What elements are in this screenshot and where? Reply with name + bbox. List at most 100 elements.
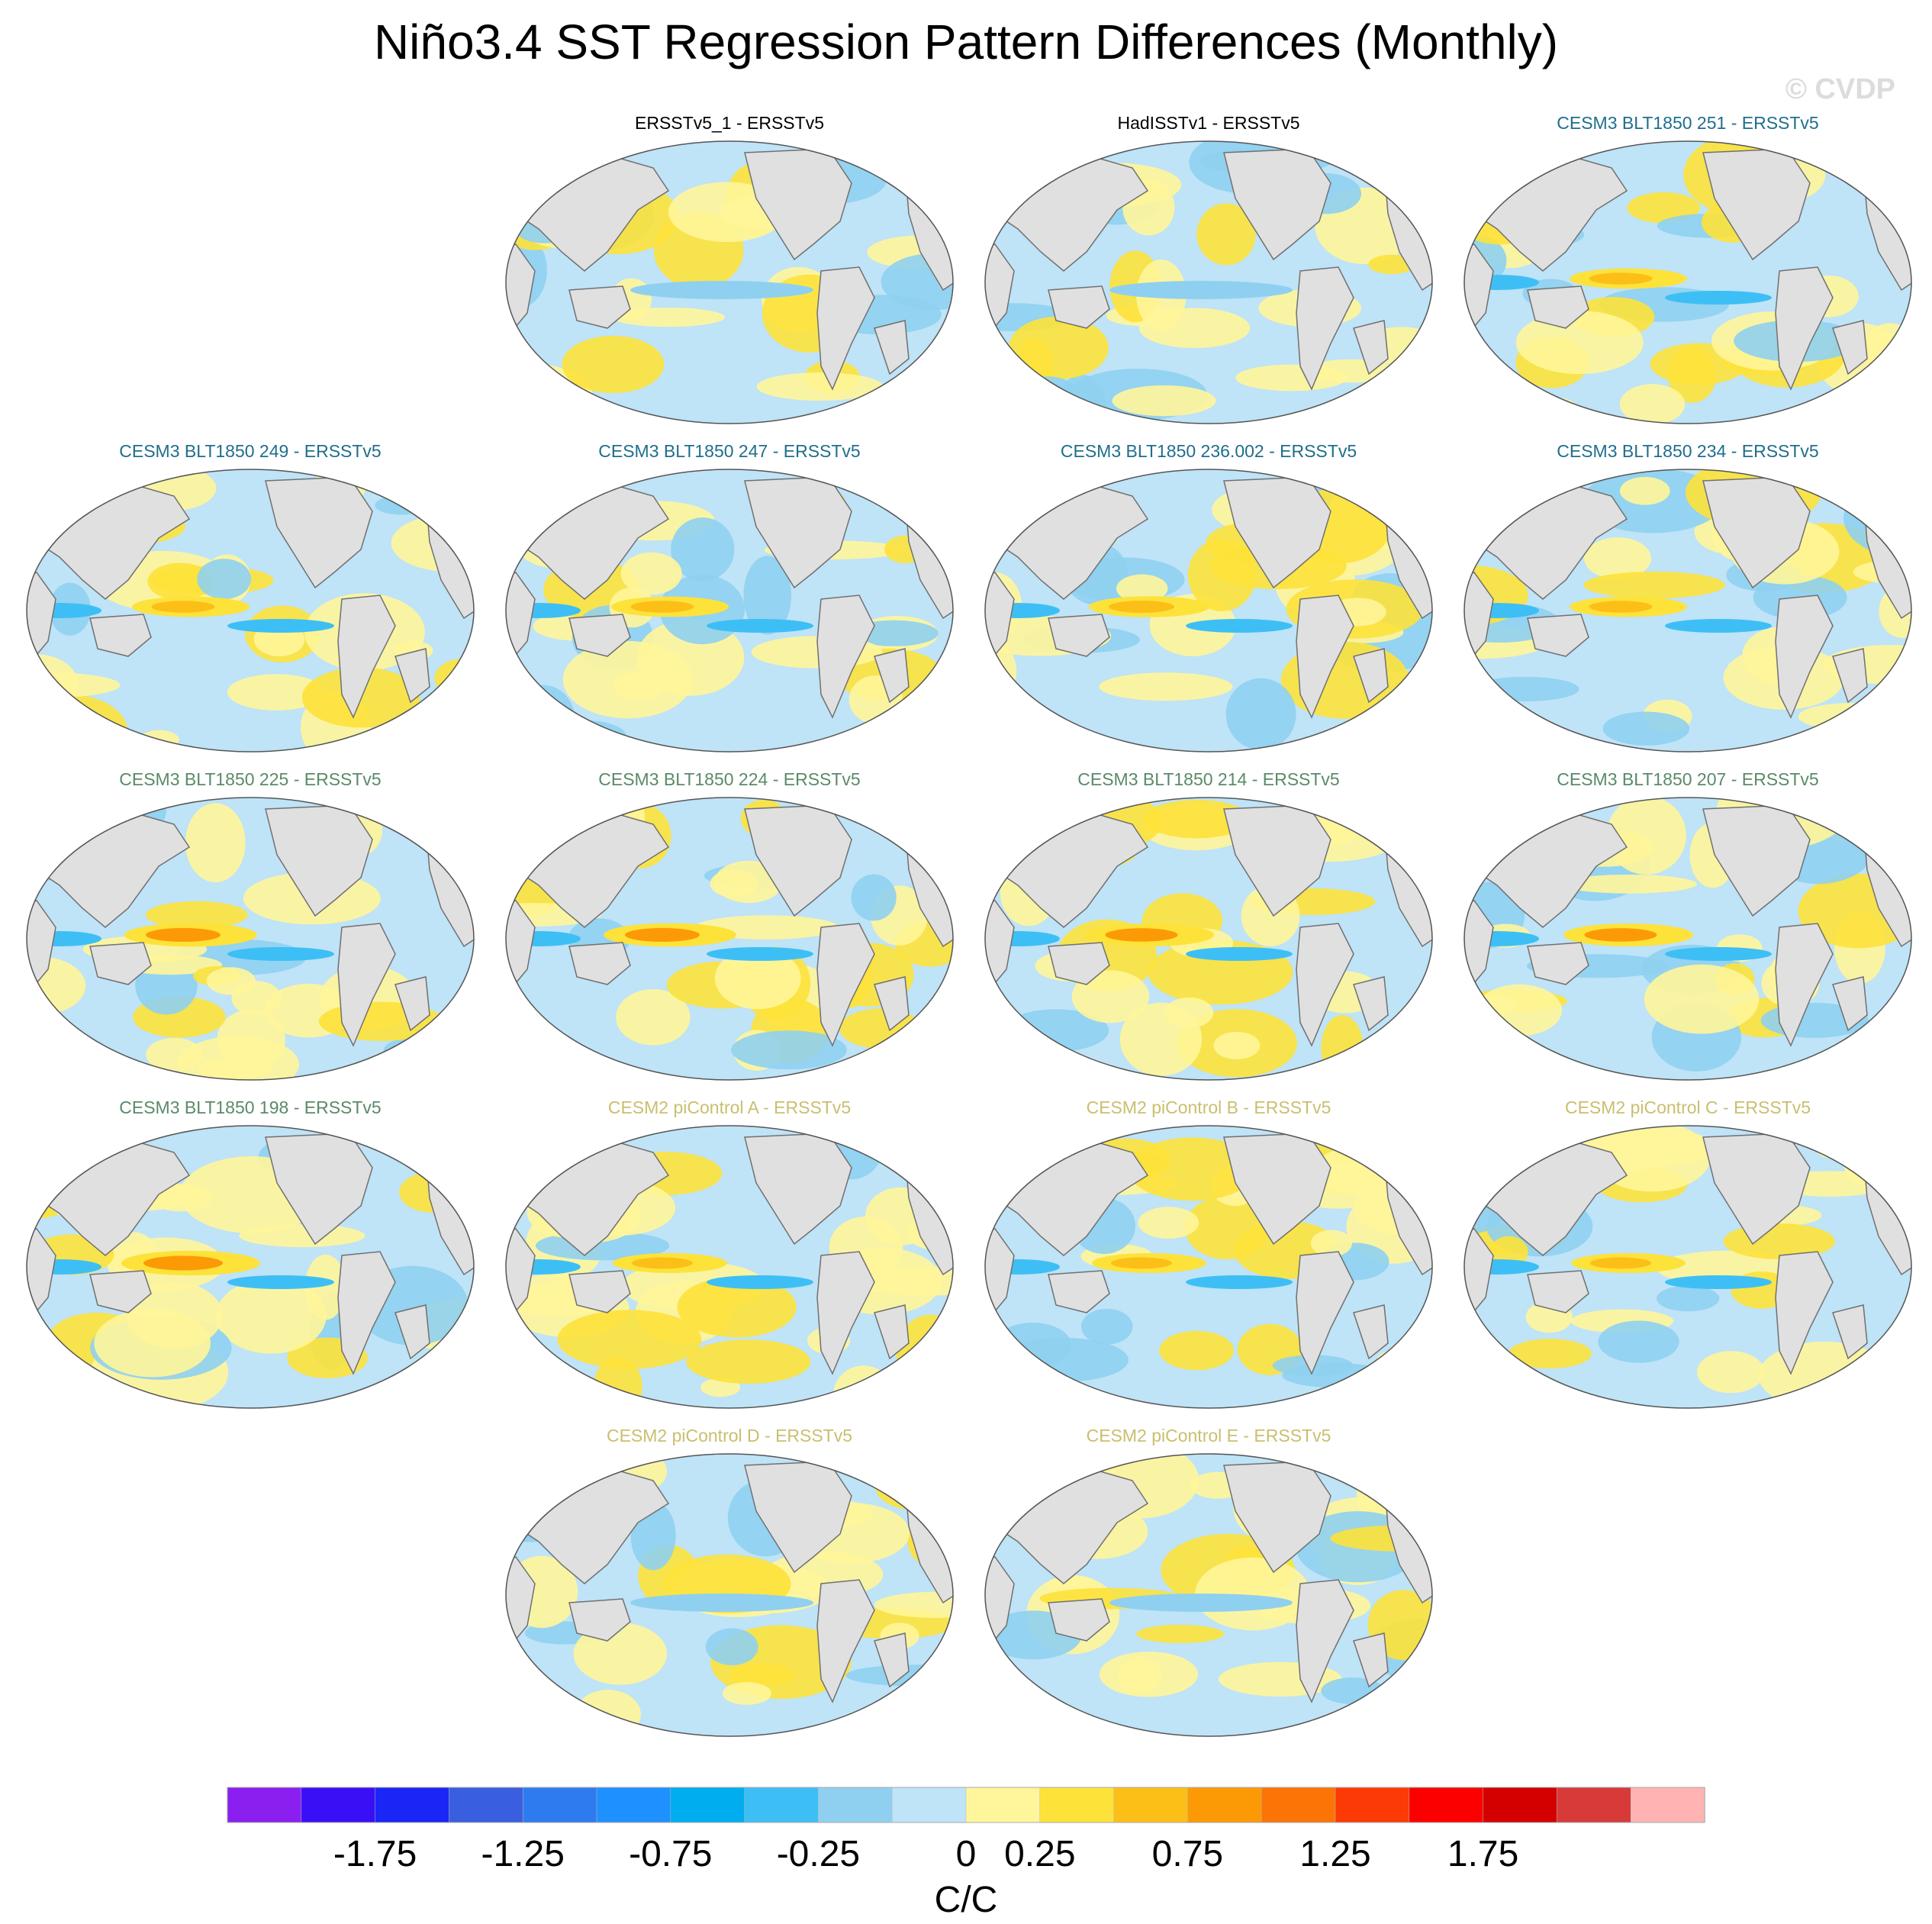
- landmass: [744, 1461, 852, 1574]
- map-border: [1463, 140, 1912, 424]
- anomaly-contour: [1515, 311, 1644, 375]
- anomaly-contour: [146, 1037, 203, 1072]
- landmass: [1775, 595, 1834, 719]
- panel-title: CESM3 BLT1850 234 - ERSSTv5: [1557, 441, 1819, 461]
- equatorial-warm-core: [625, 928, 700, 942]
- map-panel: CESM3 BLT1850 224 - ERSSTv5: [493, 769, 966, 1090]
- landmass: [744, 476, 852, 589]
- landmass: [816, 1579, 875, 1703]
- colorbar-tick-label: -0.75: [629, 1834, 713, 1874]
- landmass: [394, 976, 430, 1032]
- landmass: [1223, 476, 1331, 589]
- equatorial-warm-core: [1111, 1257, 1172, 1269]
- landmass: [394, 1304, 430, 1360]
- landmass: [1775, 266, 1834, 391]
- anomaly-contour: [1196, 203, 1256, 266]
- equatorial-cool-anomaly: [1665, 947, 1772, 961]
- map-border: [1463, 469, 1912, 753]
- landmass: [568, 1270, 631, 1313]
- map-panel: ERSSTv5_1 - ERSSTv5: [493, 113, 966, 433]
- colorbar-tick-label: -1.25: [481, 1834, 565, 1874]
- equatorial-warm-core: [1589, 601, 1653, 613]
- landmass: [1223, 1133, 1331, 1246]
- anomaly-contour: [147, 562, 213, 601]
- map-border: [984, 1125, 1433, 1409]
- landmass: [816, 266, 875, 391]
- map-plot: [984, 797, 1433, 1081]
- landmass: [1296, 266, 1354, 391]
- panel-title: CESM3 BLT1850 251 - ERSSTv5: [1557, 113, 1819, 133]
- anomaly-contour: [874, 1591, 953, 1618]
- map-panel: CESM3 BLT1850 251 - ERSSTv5: [1451, 113, 1924, 433]
- colorbar-outline: [227, 1787, 1705, 1823]
- landmass: [1527, 614, 1589, 657]
- landmass: [89, 1270, 152, 1313]
- landmass: [985, 572, 1015, 669]
- landmass: [1223, 1461, 1331, 1574]
- anomaly-contour: [1112, 385, 1216, 417]
- panel-title: CESM3 BLT1850 249 - ERSSTv5: [119, 441, 382, 461]
- anomaly-contour: [1310, 1229, 1353, 1257]
- equatorial-warm-core: [1590, 1257, 1651, 1269]
- landmass: [1353, 1304, 1389, 1360]
- anomaly-contour: [1627, 192, 1700, 224]
- anomaly-contour: [1119, 1002, 1203, 1076]
- colorbar-bin: [1261, 1787, 1336, 1823]
- anomaly-contour: [1583, 571, 1725, 599]
- map-border: [984, 140, 1433, 424]
- colorbar-bin: [1630, 1787, 1705, 1823]
- landmass: [265, 804, 373, 917]
- anomaly-contour: [1644, 964, 1760, 1034]
- map-panel: HadISSTv1 - ERSSTv5: [972, 113, 1445, 433]
- map-border: [984, 469, 1433, 753]
- anomaly-contour: [1696, 1351, 1765, 1394]
- anomaly-contour: [1118, 1657, 1162, 1694]
- map-plot: [1463, 1125, 1912, 1409]
- map-panel: CESM3 BLT1850 236.002 - ERSSTv5: [972, 441, 1445, 762]
- anomaly-contour: [714, 947, 801, 1010]
- anomaly-contour: [1667, 346, 1717, 403]
- anomaly-contour: [743, 556, 792, 635]
- map-panel: CESM2 piControl C - ERSSTv5: [1451, 1097, 1924, 1418]
- anomaly-contour: [206, 967, 256, 995]
- landmass: [874, 320, 910, 375]
- equatorial-cool-anomaly: [227, 1275, 334, 1289]
- landmass: [1353, 976, 1389, 1032]
- map-border: [26, 469, 475, 753]
- map-panel: CESM2 piControl B - ERSSTv5: [972, 1097, 1445, 1418]
- landmass: [1702, 804, 1811, 917]
- anomaly-contour: [1099, 672, 1233, 701]
- landmass: [1832, 320, 1868, 375]
- anomaly-contour: [1159, 1330, 1234, 1371]
- map-border: [1463, 797, 1912, 1081]
- panel-title: CESM3 BLT1850 247 - ERSSTv5: [598, 441, 861, 461]
- anomaly-contour: [1138, 308, 1251, 349]
- equatorial-anomaly: [1109, 1594, 1293, 1612]
- landmass: [1832, 1304, 1868, 1360]
- landmass: [1353, 648, 1389, 704]
- landmass: [1527, 285, 1589, 329]
- anomaly-contour: [562, 336, 665, 394]
- landmass: [744, 148, 852, 261]
- landmass: [1464, 243, 1494, 340]
- equatorial-warm-core: [1105, 928, 1178, 942]
- anomaly-contour: [1619, 476, 1670, 505]
- landmass: [816, 595, 875, 719]
- landmass: [1048, 614, 1110, 657]
- map-panel: CESM3 BLT1850 198 - ERSSTv5: [14, 1097, 487, 1418]
- map-panel: CESM3 BLT1850 207 - ERSSTv5: [1451, 769, 1924, 1090]
- landmass: [1048, 285, 1110, 329]
- colorbar-bin: [818, 1787, 893, 1823]
- map-border: [505, 140, 954, 424]
- landmass: [1048, 1270, 1110, 1313]
- landmass: [1702, 1133, 1811, 1246]
- equatorial-cool-anomaly: [707, 947, 813, 961]
- map-border: [505, 469, 954, 753]
- equatorial-warm-core: [146, 928, 221, 942]
- landmass: [1464, 900, 1494, 997]
- landmass: [337, 923, 396, 1047]
- map-border: [984, 1453, 1433, 1737]
- anomaly-contour: [1657, 1285, 1720, 1312]
- map-panel: CESM3 BLT1850 249 - ERSSTv5: [14, 441, 487, 762]
- equatorial-cool-anomaly: [707, 1275, 813, 1289]
